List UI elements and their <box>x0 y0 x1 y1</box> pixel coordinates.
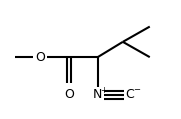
Text: C: C <box>126 88 134 101</box>
Text: −: − <box>133 86 140 95</box>
Text: N: N <box>93 88 102 101</box>
Text: +: + <box>100 86 107 95</box>
Text: O: O <box>35 51 45 64</box>
Text: O: O <box>64 88 74 101</box>
